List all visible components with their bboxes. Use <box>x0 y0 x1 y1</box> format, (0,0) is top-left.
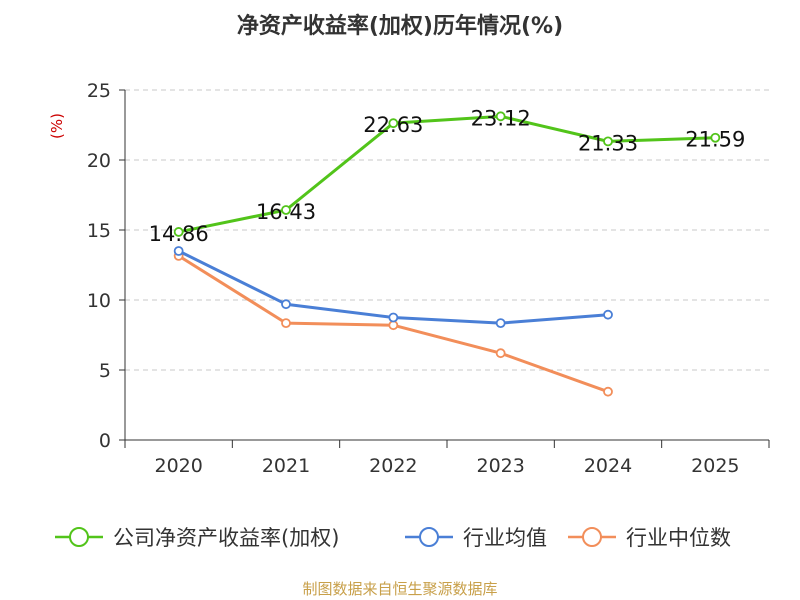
data-label: 21.59 <box>685 128 745 152</box>
legend-marker <box>69 527 89 547</box>
data-point <box>603 386 613 397</box>
y-tick-label: 15 <box>87 220 111 242</box>
data-labels: 14.86 16.43 22.63 23.12 21.33 21.59 <box>149 106 746 246</box>
data-point <box>603 136 613 147</box>
data-label: 23.12 <box>471 106 531 130</box>
data-label: 21.33 <box>578 131 638 155</box>
grid-lines <box>125 89 769 371</box>
legend-marker <box>582 527 602 547</box>
data-point <box>603 309 613 320</box>
y-tick-label: 10 <box>87 290 111 312</box>
series-line <box>178 249 609 325</box>
data-label: 14.86 <box>149 222 209 246</box>
legend-label: 公司净资产收益率(加权) <box>113 526 339 550</box>
y-axis-unit-label: (%) <box>48 113 66 139</box>
data-point <box>710 132 721 143</box>
data-point <box>281 299 291 310</box>
data-point <box>281 205 291 215</box>
data-point <box>281 318 291 329</box>
y-tick-label: 5 <box>99 360 111 382</box>
data-point <box>495 348 506 359</box>
legend: 公司净资产收益率(加权) 行业均值 行业中位数 <box>55 526 731 550</box>
legend-label: 行业中位数 <box>626 526 731 550</box>
y-tick-label: 25 <box>87 80 111 102</box>
data-point <box>388 118 399 129</box>
x-tick-label: 2021 <box>262 455 310 477</box>
y-tick-label: 20 <box>87 150 111 172</box>
legend-marker <box>419 527 439 547</box>
x-tick-label: 2023 <box>476 455 524 477</box>
y-tick-label: 0 <box>99 430 111 452</box>
series-line <box>178 114 716 234</box>
source-caption: 制图数据来自恒生聚源数据库 <box>302 580 497 598</box>
x-tick-label: 2025 <box>691 455 739 477</box>
data-point <box>495 111 506 122</box>
x-tick-label: 2024 <box>584 455 632 477</box>
chart-title: 净资产收益率(加权)历年情况(%) <box>237 13 563 39</box>
data-point <box>173 246 184 256</box>
data-point <box>495 318 506 329</box>
data-point <box>388 320 399 331</box>
data-label: 22.63 <box>363 113 423 137</box>
data-point <box>173 227 184 237</box>
data-label: 16.43 <box>256 200 316 224</box>
legend-label: 行业均值 <box>463 526 547 550</box>
x-tick-label: 2022 <box>369 455 417 477</box>
data-point <box>388 312 399 323</box>
x-tick-label: 2020 <box>154 455 202 477</box>
series-lines <box>173 111 721 397</box>
